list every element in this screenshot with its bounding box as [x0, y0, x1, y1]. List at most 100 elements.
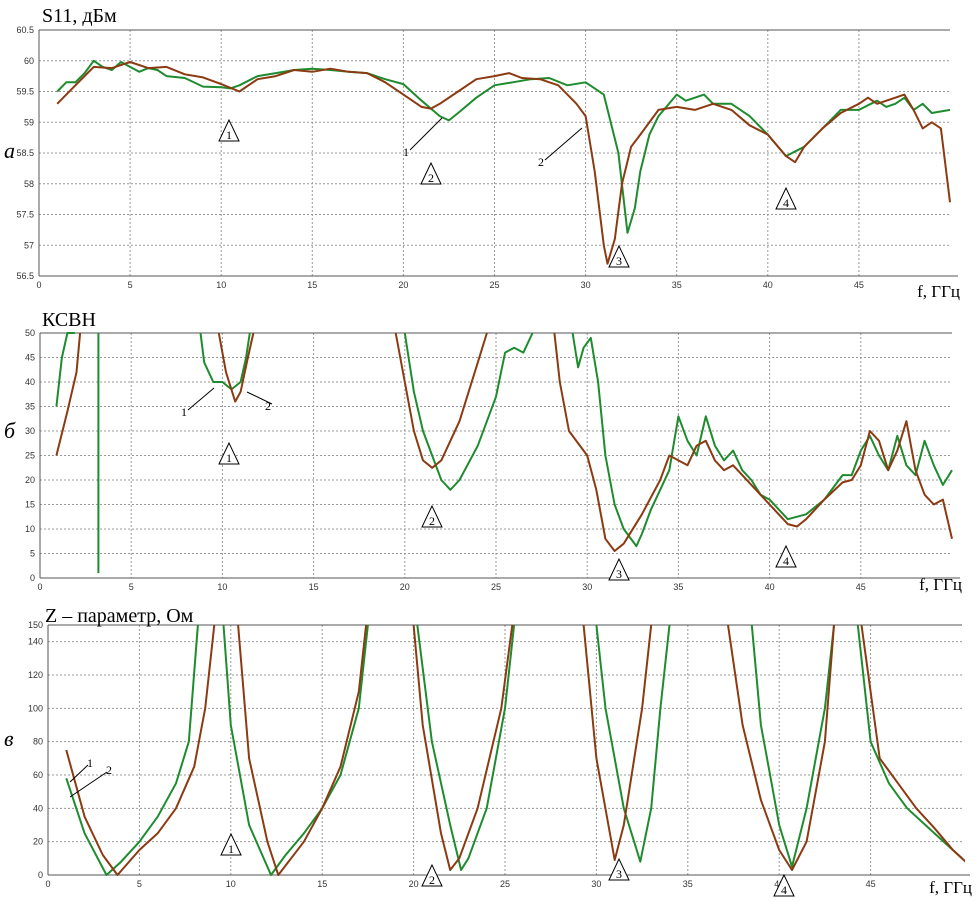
- x-axis-label: f, ГГц: [917, 282, 960, 301]
- marker-number: 2: [429, 873, 435, 887]
- resonance-marker: 1: [218, 118, 240, 142]
- y-tick-label: 59: [24, 117, 34, 127]
- y-tick-label: 60: [33, 770, 43, 780]
- series-line-1: [65, 624, 963, 876]
- x-tick-label: 20: [400, 582, 410, 592]
- y-tick-label: 59.5: [16, 87, 34, 97]
- x-tick-label: 0: [37, 582, 42, 592]
- y-tick-label: 15: [25, 500, 35, 510]
- y-tick-label: 30: [25, 426, 35, 436]
- marker-number: 2: [429, 514, 435, 528]
- x-tick-label: 25: [500, 879, 510, 889]
- series-line-2: [56, 61, 951, 265]
- marker-number: 3: [616, 867, 622, 881]
- x-tick-label: 15: [309, 582, 319, 592]
- marker-number: 3: [616, 567, 622, 581]
- leader-line: [246, 391, 273, 405]
- y-tick-label: 0: [30, 573, 35, 583]
- triangle-marker-icon: [420, 161, 442, 185]
- x-tick-label: 20: [398, 280, 408, 290]
- resonance-marker: 1: [218, 441, 240, 465]
- marker-number: 4: [783, 196, 789, 210]
- resonance-marker: 3: [608, 244, 630, 268]
- series-line-1: [55, 332, 953, 574]
- y-tick-label: 45: [25, 353, 35, 363]
- x-tick-label: 35: [673, 582, 683, 592]
- x-tick-label: 45: [856, 582, 866, 592]
- y-tick-label: 60: [24, 56, 34, 66]
- x-tick-label: 30: [582, 582, 592, 592]
- marker-number: 4: [781, 883, 787, 897]
- panel-title: S11, дБм: [42, 5, 117, 27]
- curve-label: 1: [181, 405, 187, 419]
- leader-line: [409, 117, 443, 151]
- x-tick-label: 10: [217, 582, 227, 592]
- x-tick-label: 40: [765, 582, 775, 592]
- series-line-2: [65, 624, 965, 876]
- y-tick-label: 100: [28, 703, 43, 713]
- x-tick-label: 25: [491, 582, 501, 592]
- x-tick-label: 25: [489, 280, 499, 290]
- curve-label: 1: [403, 145, 409, 159]
- resonance-marker: 3: [608, 857, 630, 881]
- x-tick-label: 30: [591, 879, 601, 889]
- marker-number: 1: [228, 842, 234, 856]
- curve-label: 1: [87, 756, 93, 770]
- resonance-marker: 2: [421, 863, 443, 887]
- x-axis-label: f, ГГц: [929, 878, 972, 897]
- x-axis-label: f, ГГц: [919, 575, 962, 594]
- triangle-marker-icon: [218, 441, 240, 465]
- panel-0: 0 5 10 15 20 25 30 35 40 45 56.5 57 57.5 58 58.5 59 59.5…: [4, 5, 960, 301]
- x-tick-label: 15: [307, 280, 317, 290]
- panel-title: КСВН: [42, 309, 96, 331]
- y-tick-label: 150: [28, 620, 43, 630]
- resonance-marker: 1: [220, 832, 242, 856]
- y-tick-label: 35: [25, 402, 35, 412]
- leader-line: [69, 764, 89, 783]
- panel-2: 051015202530354045020406080100120140150Z…: [4, 605, 972, 897]
- curve-label: 2: [265, 399, 271, 413]
- series-line-1: [56, 59, 951, 234]
- panel-1: 0 5 10 15 20 25 30 35 40 45 0 5 10 15 20 25 30 35 40 45 50 КС…: [4, 309, 962, 594]
- marker-number: 3: [616, 254, 622, 268]
- triangle-marker-icon: [608, 557, 630, 581]
- triangle-marker-icon: [608, 244, 630, 268]
- resonance-marker: 3: [608, 557, 630, 581]
- triangle-marker-icon: [421, 863, 443, 887]
- triangle-marker-icon: [775, 186, 797, 210]
- leader-line: [69, 771, 108, 798]
- x-tick-label: 5: [129, 582, 134, 592]
- x-tick-label: 10: [216, 280, 226, 290]
- leader-line: [544, 127, 583, 161]
- y-tick-label: 57: [24, 240, 34, 250]
- y-tick-label: 50: [25, 328, 35, 338]
- x-tick-label: 10: [226, 879, 236, 889]
- y-tick-label: 60.5: [16, 25, 34, 35]
- triangle-marker-icon: [773, 873, 795, 897]
- triangle-marker-icon: [218, 118, 240, 142]
- x-tick-label: 15: [317, 879, 327, 889]
- y-tick-label: 80: [33, 737, 43, 747]
- x-tick-label: 45: [854, 280, 864, 290]
- resonance-marker: 4: [773, 873, 795, 897]
- resonance-marker: 4: [775, 544, 797, 568]
- resonance-marker: 2: [420, 161, 442, 185]
- panel-label: в: [4, 726, 14, 751]
- y-tick-label: 10: [25, 524, 35, 534]
- x-tick-label: 20: [409, 879, 419, 889]
- panel-label: а: [4, 138, 15, 163]
- x-tick-label: 35: [683, 879, 693, 889]
- y-tick-label: 5: [30, 549, 35, 559]
- x-tick-label: 5: [128, 280, 133, 290]
- y-tick-label: 40: [25, 377, 35, 387]
- y-tick-label: 0: [38, 870, 43, 880]
- resonance-marker: 4: [775, 186, 797, 210]
- y-tick-label: 20: [25, 475, 35, 485]
- triangle-marker-icon: [775, 544, 797, 568]
- x-tick-label: 40: [763, 280, 773, 290]
- y-tick-label: 40: [33, 803, 43, 813]
- y-tick-label: 58: [24, 179, 34, 189]
- marker-number: 1: [226, 128, 232, 142]
- x-tick-label: 0: [45, 879, 50, 889]
